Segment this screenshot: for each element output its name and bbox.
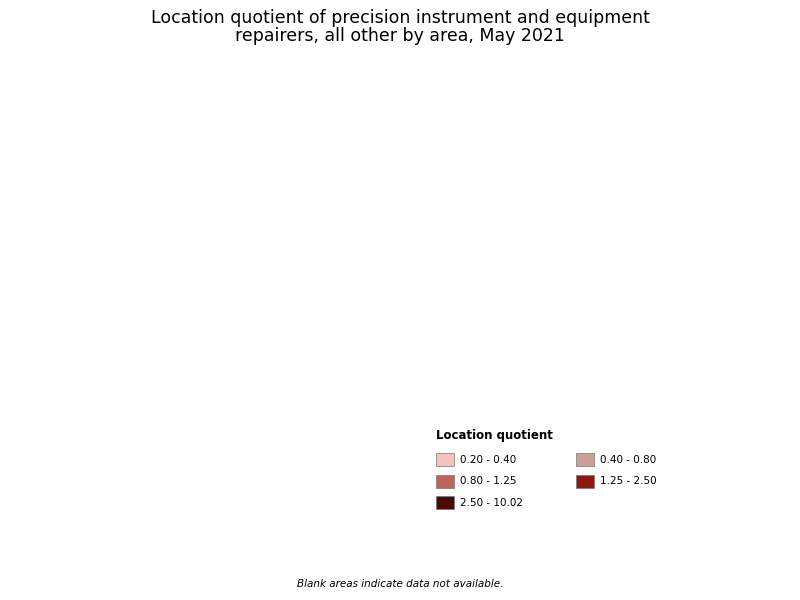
Text: Location quotient of precision instrument and equipment: Location quotient of precision instrumen… — [150, 9, 650, 27]
Text: repairers, all other by area, May 2021: repairers, all other by area, May 2021 — [235, 27, 565, 45]
Text: 0.20 - 0.40: 0.20 - 0.40 — [460, 455, 516, 464]
Text: 1.25 - 2.50: 1.25 - 2.50 — [600, 476, 657, 486]
Text: 0.40 - 0.80: 0.40 - 0.80 — [600, 455, 656, 464]
Text: 0.80 - 1.25: 0.80 - 1.25 — [460, 476, 517, 486]
Text: Blank areas indicate data not available.: Blank areas indicate data not available. — [297, 579, 503, 589]
Text: Location quotient: Location quotient — [436, 429, 553, 442]
Text: 2.50 - 10.02: 2.50 - 10.02 — [460, 498, 523, 508]
